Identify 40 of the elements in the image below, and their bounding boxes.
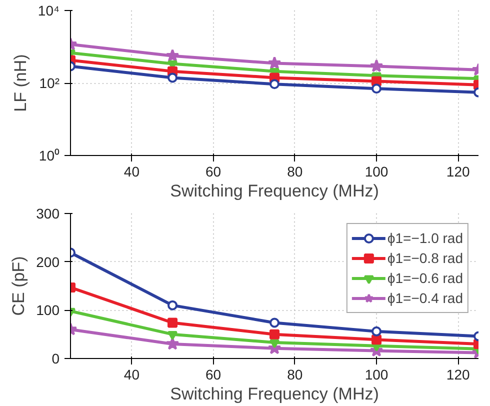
x-tick-label: 40: [124, 164, 140, 180]
x-axis-title: Switching Frequency (MHz): [170, 182, 379, 200]
point: [168, 300, 178, 310]
x-tick-label: 100: [364, 164, 388, 180]
point: [372, 334, 382, 345]
point: [270, 79, 280, 90]
x-tick-label: 80: [287, 164, 303, 180]
legend-label: ϕ1=−0.6 rad: [387, 270, 463, 286]
point: [268, 56, 282, 70]
point: [372, 326, 382, 336]
x-tick-label: 60: [206, 164, 222, 180]
legend-label: ϕ1=−0.4 rad: [387, 290, 463, 306]
x-tick-label: 120: [446, 366, 470, 382]
x-tick-label: 100: [364, 366, 388, 382]
x-axis-title: Switching Frequency (MHz): [170, 384, 379, 404]
point: [166, 337, 180, 350]
y-tick-label: 10⁴: [38, 2, 60, 18]
legend-label: ϕ1=−1.0 rad: [387, 230, 463, 246]
y-tick-label: 300: [36, 206, 60, 222]
point: [270, 318, 280, 328]
legend-label: ϕ1=−0.8 rad: [387, 250, 463, 266]
y-tick-label: 10⁰: [38, 148, 60, 164]
point: [166, 48, 180, 62]
y-axis-title: LF (nH): [10, 54, 30, 112]
x-tick-label: 60: [206, 366, 222, 382]
point: [370, 59, 384, 72]
point: [168, 331, 178, 340]
x-tick-label: 80: [287, 366, 303, 382]
y-tick-label: 0: [52, 350, 60, 366]
x-tick-label: 40: [124, 366, 140, 382]
y-axis-title: CE (pF): [9, 256, 28, 316]
x-tick-label: 120: [446, 164, 470, 180]
point: [270, 339, 280, 348]
point: [372, 84, 382, 94]
y-tick-label: 200: [36, 254, 60, 270]
y-tick-label: 100: [36, 302, 60, 318]
point: [168, 318, 178, 328]
point: [168, 72, 178, 83]
point: [270, 329, 280, 340]
y-tick-label: 10²: [39, 75, 60, 91]
